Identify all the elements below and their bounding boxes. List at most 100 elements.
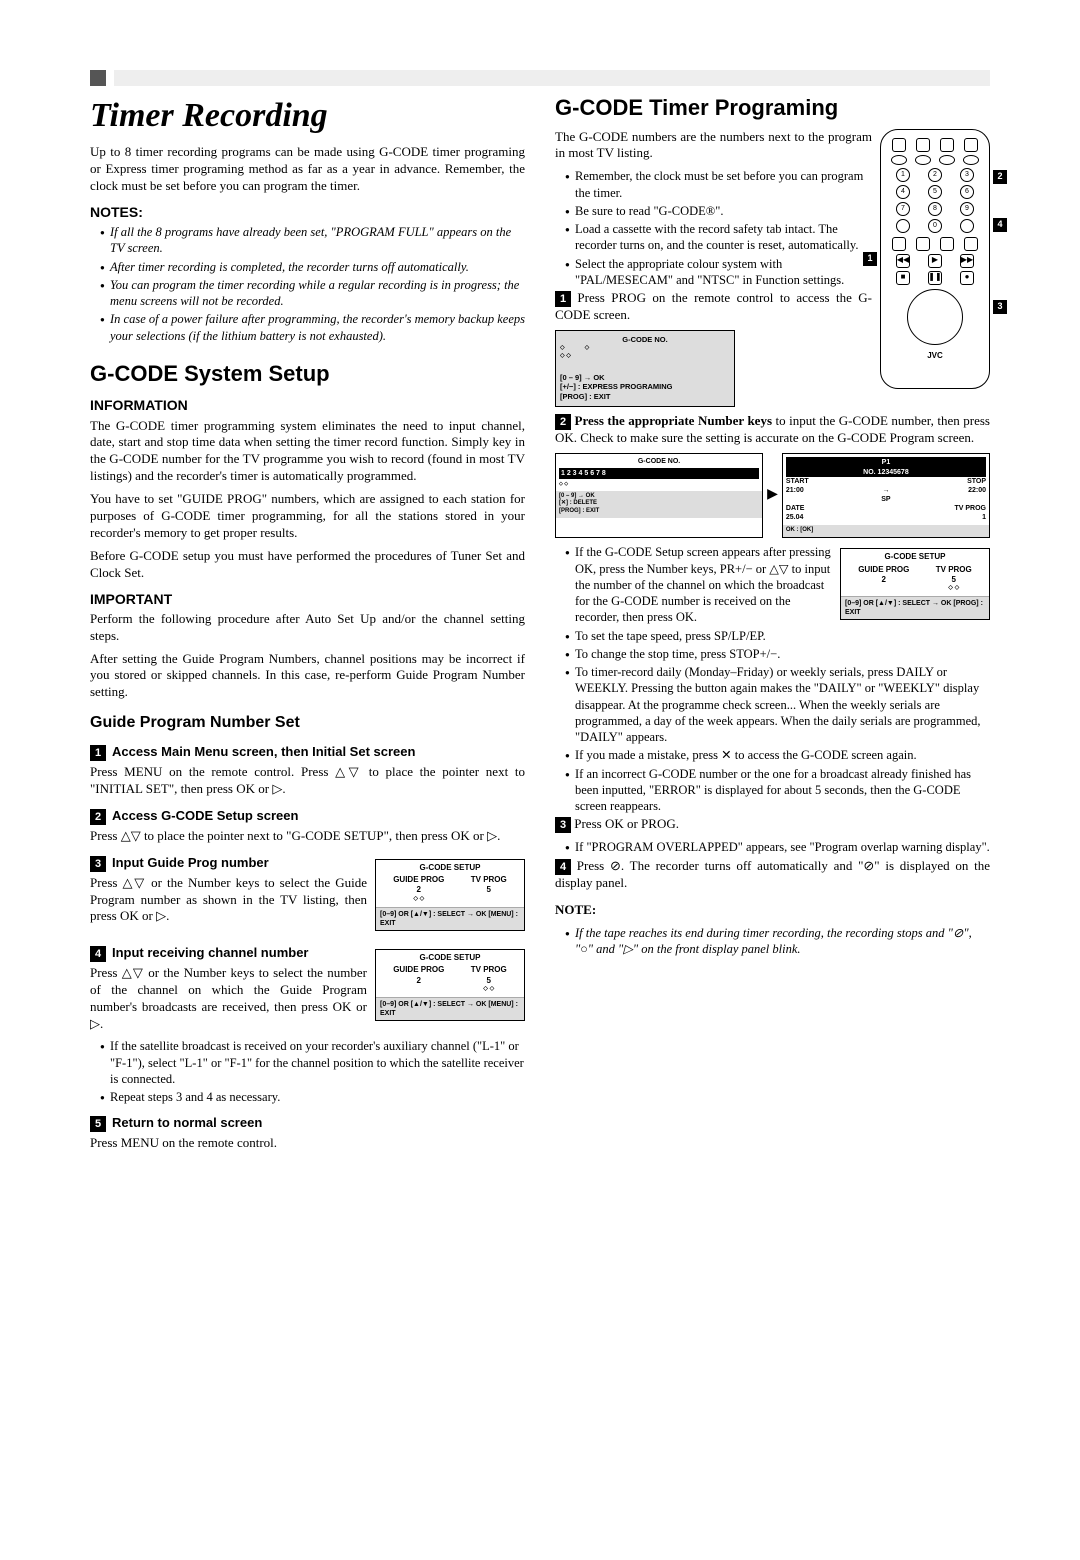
numbox-p2: 2	[555, 414, 571, 430]
important-label: IMPORTANT	[90, 590, 525, 608]
ppr-start-l: START	[786, 477, 809, 486]
information-label: INFORMATION	[90, 396, 525, 414]
right-column: G-CODE Timer Programing 123 456 789 0 ◀◀…	[555, 94, 990, 1158]
numbox-p1: 1	[555, 291, 571, 307]
remote-btn	[963, 155, 979, 165]
ppl-label: G-CODE NO.	[559, 457, 759, 466]
top-bar	[90, 70, 990, 86]
screen4-guide: GUIDE PROG	[393, 965, 444, 975]
pstep3-bullets: If "PROGRAM OVERLAPPED" appears, see "Pr…	[555, 839, 990, 855]
pstep4-text: Press ⊘. The recorder turns off automati…	[555, 858, 990, 890]
remote-btn	[964, 138, 978, 152]
note-item: If all the 8 programs have already been …	[100, 224, 525, 257]
setup-screen-4: G-CODE SETUP GUIDE PROG2 TV PROG5◇ ◇ [0–…	[375, 945, 525, 1025]
prog-bullet: Select the appropriate colour system wit…	[565, 256, 990, 289]
screen4-tvv: 5	[471, 976, 507, 986]
prog-panel-right: P1 NO. 12345678 STARTSTOP 21:00→22:00 SP…	[782, 453, 990, 538]
numbox-3: 3	[90, 856, 106, 872]
step-4-bullets: If the satellite broadcast is received o…	[90, 1038, 525, 1105]
step-4-title: 4 Input receiving channel number	[90, 945, 367, 962]
step-5-title: 5 Return to normal screen	[90, 1115, 525, 1132]
info-para-2: You have to set "GUIDE PROG" numbers, wh…	[90, 491, 525, 542]
arrow-icon: ▶	[767, 486, 778, 504]
ppr-hdr: P1	[786, 457, 986, 468]
note-item: In case of a power failure after program…	[100, 311, 525, 344]
pstep-3: 3 Press OK or PROG.	[555, 816, 990, 833]
page-columns: Timer Recording Up to 8 timer recording …	[90, 94, 990, 1158]
step-1-label: Access Main Menu screen, then Initial Se…	[112, 744, 415, 761]
numbox-p4: 4	[555, 859, 571, 875]
ppr-start-v: 21:00	[786, 486, 804, 495]
pm-bullet: If the G-CODE Setup screen appears after…	[565, 544, 990, 625]
intro-paragraph: Up to 8 timer recording programs can be …	[90, 144, 525, 195]
header-stripe	[114, 70, 990, 86]
step-2-label: Access G-CODE Setup screen	[112, 808, 298, 825]
info-para-1: The G-CODE timer programming system elim…	[90, 418, 525, 486]
prog-title: G-CODE Timer Programing	[555, 94, 990, 123]
remote-btn	[892, 138, 906, 152]
remote-dpad	[907, 289, 963, 345]
ppr-sp: SP	[786, 495, 986, 504]
remote-logo: JVC	[887, 351, 983, 361]
final-note-item: If the tape reaches its end during timer…	[565, 925, 990, 958]
callout-2: 2	[993, 170, 1007, 184]
prog-mid-bullets: If the G-CODE Setup screen appears after…	[555, 544, 990, 814]
info-para-3: Before G-CODE setup you must have perfor…	[90, 548, 525, 582]
pm-bullet: If an incorrect G-CODE number or the one…	[565, 766, 990, 815]
pm-bullet: To set the tape speed, press SP/LP/EP.	[565, 628, 990, 644]
step-2-title: 2 Access G-CODE Setup screen	[90, 808, 525, 825]
remote-btn	[940, 138, 954, 152]
pstep2-lead: Press the appropriate Number keys	[575, 413, 773, 428]
ppr-date-l: DATE	[786, 504, 805, 513]
screen3-title: G-CODE SETUP	[380, 863, 520, 873]
step-1-body: Press MENU on the remote control. Press …	[90, 764, 525, 798]
step-2-body: Press △▽ to place the pointer next to "G…	[90, 828, 525, 845]
screen3-gv: 2	[393, 885, 444, 895]
important-para-2: After setting the Guide Program Numbers,…	[90, 651, 525, 702]
setup-title: G-CODE System Setup	[90, 360, 525, 389]
notes-list: If all the 8 programs have already been …	[90, 224, 525, 344]
numbox-5: 5	[90, 1116, 106, 1132]
notes-label: NOTES:	[90, 203, 525, 221]
screen3-tv: TV PROG	[471, 875, 507, 885]
screen4-gv: 2	[393, 976, 444, 986]
program-screens: G-CODE NO. 1 2 3 4 5 6 7 8 ◇ ◇ [0 – 9] →…	[555, 453, 990, 538]
pstep-4: 4 Press ⊘. The recorder turns off automa…	[555, 858, 990, 892]
remote-btn	[891, 155, 907, 165]
numbox-1: 1	[90, 745, 106, 761]
ppr-no: NO. 12345678	[786, 468, 986, 477]
corner-mark	[90, 70, 106, 86]
screen4-title: G-CODE SETUP	[380, 953, 520, 963]
gcode-label: G-CODE NO.	[560, 335, 730, 345]
ppl-num: 1 2 3 4 5 6 7 8	[559, 468, 759, 479]
note-item: You can program the timer recording whil…	[100, 277, 525, 310]
ppr-stop-v: 22:00	[968, 486, 986, 495]
numbox-4: 4	[90, 946, 106, 962]
numbox-2: 2	[90, 809, 106, 825]
remote-btn	[916, 138, 930, 152]
prog-bullet: Be sure to read "G-CODE®".	[565, 203, 990, 219]
left-column: Timer Recording Up to 8 timer recording …	[90, 94, 525, 1158]
ppl-footer: [0 – 9] → OK [✕] : DELETE [PROG] : EXIT	[556, 491, 762, 518]
ppr-tv-v: 1	[982, 513, 986, 522]
screen3-guide: GUIDE PROG	[393, 875, 444, 885]
prog-top-bullets: Remember, the clock must be set before y…	[555, 168, 990, 288]
pm-bullet: To change the stop time, press STOP+/−.	[565, 646, 990, 662]
step-3-title: 3 Input Guide Prog number	[90, 855, 367, 872]
step-5-label: Return to normal screen	[112, 1115, 262, 1132]
important-para-1: Perform the following procedure after Au…	[90, 611, 525, 645]
step-1-title: 1 Access Main Menu screen, then Initial …	[90, 744, 525, 761]
note-label: NOTE:	[555, 902, 596, 917]
ppr-stop-l: STOP	[967, 477, 986, 486]
pm-bullet: To timer-record daily (Monday–Friday) or…	[565, 664, 990, 745]
p3-bullet: If "PROGRAM OVERLAPPED" appears, see "Pr…	[565, 839, 990, 855]
prog-panel-left: G-CODE NO. 1 2 3 4 5 6 7 8 ◇ ◇ [0 – 9] →…	[555, 453, 763, 538]
screen3-footer: [0–9] OR [▲/▼] : SELECT → OK [MENU] : EX…	[376, 907, 524, 930]
main-title: Timer Recording	[90, 94, 525, 138]
remote-btn	[915, 155, 931, 165]
setup-screen-3: G-CODE SETUP GUIDE PROG2◇ ◇ TV PROG5 [0–…	[375, 855, 525, 935]
pm-bullet: If you made a mistake, press ✕ to access…	[565, 747, 990, 763]
pstep1-text: Press PROG on the remote control to acce…	[555, 290, 872, 322]
prog-bullet: Remember, the clock must be set before y…	[565, 168, 990, 201]
numbox-p3: 3	[555, 817, 571, 833]
